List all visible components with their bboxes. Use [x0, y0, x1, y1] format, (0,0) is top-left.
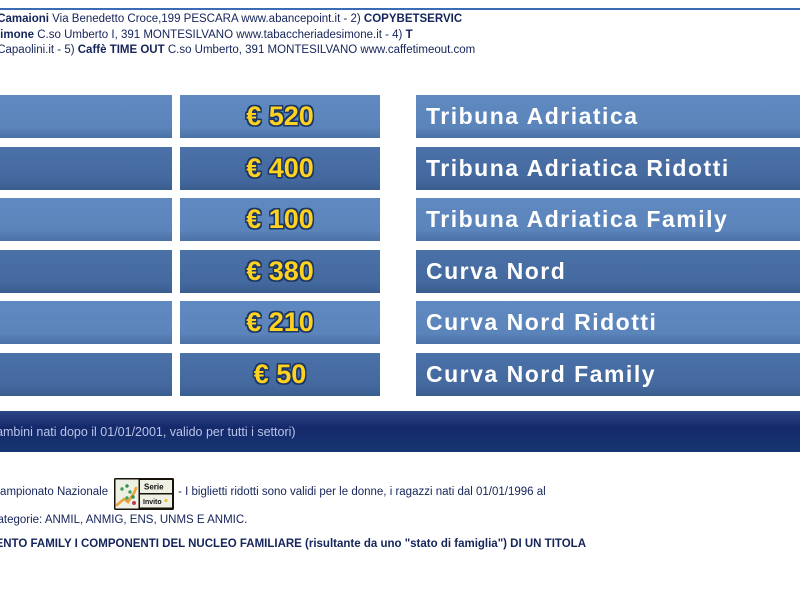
svg-text:Serie: Serie [144, 483, 164, 492]
svg-text:Invito: Invito [143, 499, 162, 506]
